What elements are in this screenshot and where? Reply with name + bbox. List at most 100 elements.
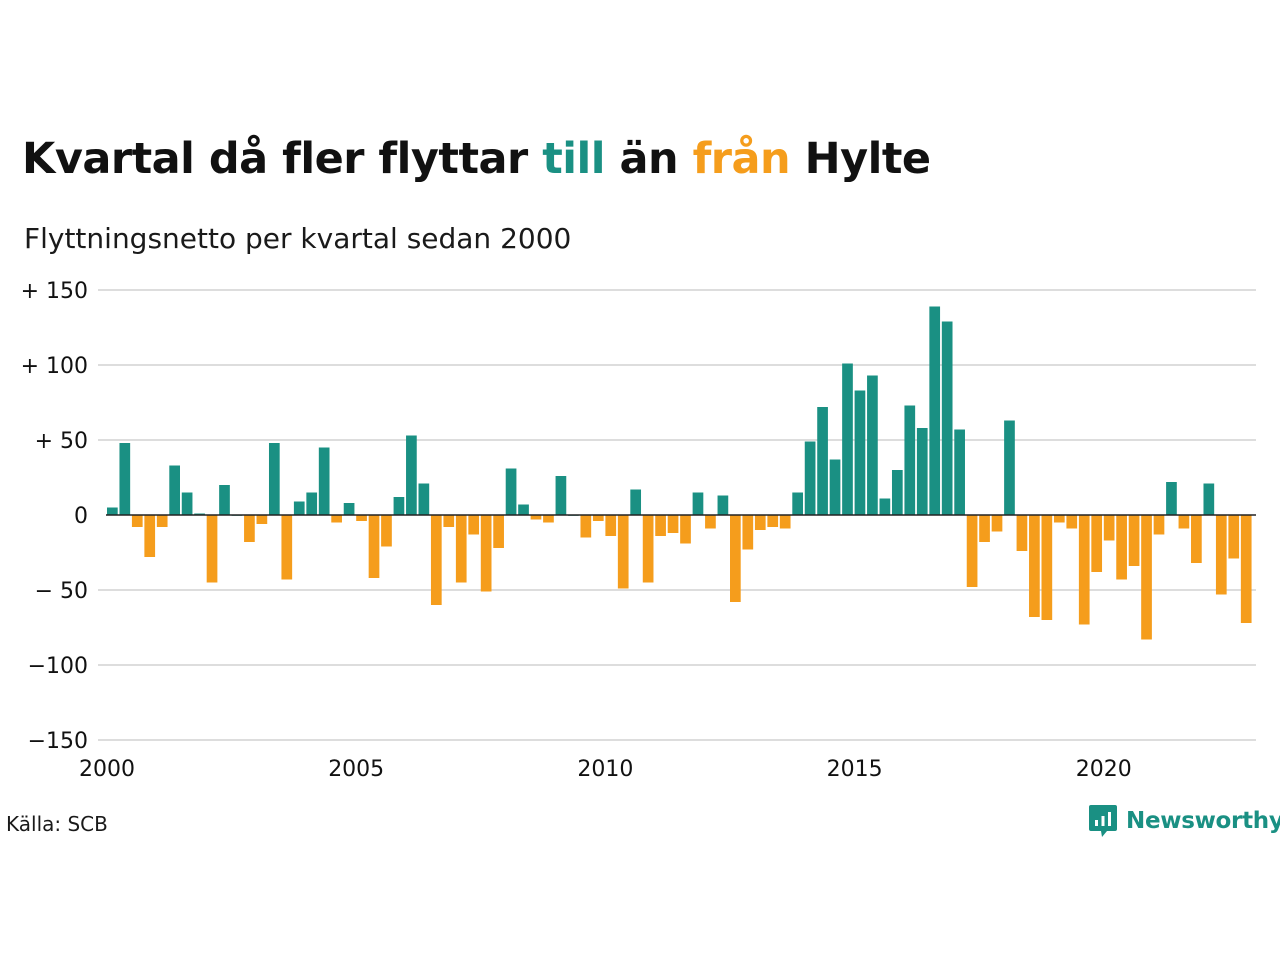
bar (493, 515, 504, 548)
bar (767, 515, 779, 527)
bar (929, 306, 941, 515)
bar (1178, 515, 1190, 529)
bar (954, 429, 965, 515)
bar (318, 447, 330, 515)
bar (705, 515, 716, 529)
bar (680, 515, 691, 544)
bar (580, 515, 592, 538)
bar (331, 515, 342, 523)
title-part-3: Hylte (790, 134, 931, 184)
bar (842, 363, 853, 515)
bar (730, 515, 741, 602)
newsworthy-logo: Newsworthy (1088, 804, 1280, 838)
x-tick-label: 2015 (827, 757, 883, 782)
bar (1053, 515, 1065, 523)
bar (979, 515, 990, 542)
y-tick-label: − 50 (35, 579, 88, 604)
y-tick-label: −150 (28, 729, 88, 754)
bar (829, 459, 841, 515)
bar (941, 321, 953, 515)
bar (1041, 515, 1053, 620)
bar (1004, 420, 1015, 515)
bar (418, 483, 430, 515)
title-part-2: än (604, 134, 693, 184)
bar (480, 515, 492, 592)
bar (904, 405, 916, 515)
bar (268, 443, 280, 515)
chart-subtitle: Flyttningsnetto per kvartal sedan 2000 (24, 222, 572, 255)
bar (804, 441, 816, 515)
bar (817, 407, 828, 515)
bar (1116, 515, 1127, 580)
y-tick-label: 0 (74, 504, 88, 529)
x-tick-label: 2000 (79, 757, 135, 782)
y-tick-label: + 50 (35, 429, 88, 454)
bar (256, 515, 268, 524)
bar (131, 515, 143, 527)
bar (1153, 515, 1165, 535)
bar (293, 501, 305, 515)
bar (592, 515, 604, 521)
bar (1128, 515, 1140, 566)
bar (1215, 515, 1227, 595)
bar (181, 492, 193, 515)
bar (642, 515, 654, 583)
bar (879, 498, 891, 515)
newsworthy-logo-text: Newsworthy (1126, 808, 1280, 834)
bar (1166, 482, 1177, 515)
bar-chart: + 150 + 100 + 50 0 − 50 −100 −150 2000 2005 2010 2… (21, 279, 1256, 782)
title-positive-word: till (542, 134, 605, 184)
bar (468, 515, 480, 535)
bar (381, 515, 392, 547)
bar (617, 515, 629, 589)
bar (854, 390, 866, 515)
source-note: Källa: SCB (6, 812, 108, 836)
bar (1029, 515, 1040, 617)
bar (555, 476, 567, 515)
x-tick-label: 2020 (1076, 757, 1132, 782)
title-part-1: Kvartal då fler flyttar (22, 134, 543, 184)
bar (1016, 515, 1028, 551)
bar (406, 435, 417, 515)
bar (717, 495, 729, 515)
bar (655, 515, 666, 536)
bar (443, 515, 455, 527)
bar (244, 515, 255, 542)
bar (605, 515, 617, 536)
bar (219, 485, 230, 515)
bars (107, 306, 1252, 640)
y-tick-label: −100 (28, 654, 88, 679)
bar (1203, 483, 1215, 515)
bar (156, 515, 168, 527)
bar (430, 515, 442, 605)
bar (742, 515, 754, 550)
bar (667, 515, 679, 533)
bar (1228, 515, 1240, 559)
bar (119, 443, 131, 515)
axes: + 150 + 100 + 50 0 − 50 −100 −150 2000 2005 2010 2… (21, 279, 1256, 782)
bar (1066, 515, 1078, 529)
bar (356, 515, 367, 521)
title-negative-word: från (692, 134, 791, 184)
bar (393, 497, 405, 515)
bar (343, 503, 355, 515)
bar (991, 515, 1003, 532)
bar (916, 428, 928, 515)
bar (779, 515, 791, 529)
bar (1240, 515, 1252, 623)
bar (966, 515, 978, 587)
bar (306, 492, 318, 515)
x-tick-label: 2010 (577, 757, 633, 782)
bar (692, 492, 704, 515)
bar (281, 515, 293, 580)
bar (1191, 515, 1202, 563)
bar (206, 515, 218, 583)
bar (518, 504, 529, 515)
bar (792, 492, 803, 515)
newsworthy-logo-icon (1089, 805, 1117, 837)
bar (144, 515, 156, 557)
bar (455, 515, 467, 583)
bar (1091, 515, 1103, 572)
bar (630, 489, 642, 515)
chart-title: Kvartal då fler flyttar till än från Hyl… (22, 134, 931, 184)
